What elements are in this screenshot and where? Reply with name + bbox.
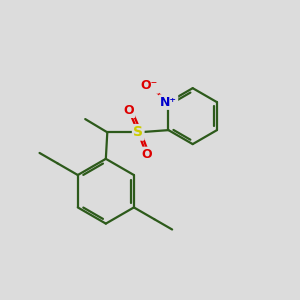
Text: O: O (141, 148, 152, 161)
Text: O⁻: O⁻ (141, 80, 158, 92)
Text: N⁺: N⁺ (160, 96, 177, 109)
Text: O: O (124, 104, 134, 117)
Text: S: S (133, 125, 143, 139)
